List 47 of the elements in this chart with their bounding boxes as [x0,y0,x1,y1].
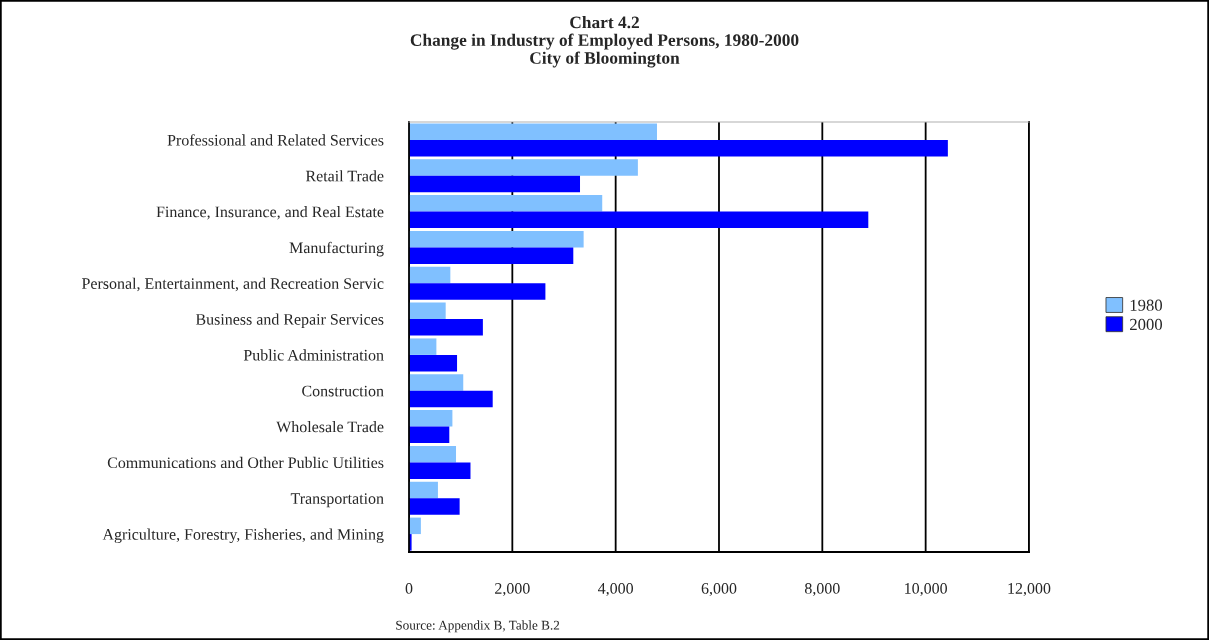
x-tick-label: 8,000 [804,583,840,597]
x-tick-label: 12,000 [1008,583,1051,597]
bar [409,123,657,140]
y-tick-label: Business and Repair Services [195,313,384,329]
legend-label: 1980 [1130,299,1163,311]
x-tick-label: 2,000 [495,583,530,597]
bar [409,338,437,355]
bar [409,266,451,284]
bar [409,302,446,320]
x-tick-label: 0 [405,583,413,594]
bar [409,445,457,463]
bar [409,426,450,444]
bar [409,175,581,193]
y-tick-label: Personal, Entertainment, and Recreation Servic [81,277,384,292]
x-tick-label: 6,000 [701,583,737,597]
bar [409,211,869,229]
chart-title: Chart 4.2 Change in Industry of Employed Persons, 1980-2000 [410,16,799,50]
bar [409,462,471,479]
source-note: Source: Appendix B, Table B.2 [396,620,560,633]
bar [409,498,460,515]
bar [409,247,574,264]
y-tick-label: Public Administration [243,349,384,361]
chart-subtitle: City of Bloomington [530,51,680,68]
bar [409,390,493,408]
y-tick-label: Transportation [290,493,384,508]
y-tick-label: Retail Trade [305,170,384,182]
bar [409,410,453,427]
y-tick-label: Communications and Other Public Utilities [107,456,384,469]
bar [409,159,638,176]
bar [409,481,438,499]
y-tick-label: Construction [302,385,384,397]
bar [409,374,464,391]
legend-label: 2000 [1130,318,1163,331]
bar [409,319,483,336]
y-tick-label: Manufacturing [289,241,384,257]
y-tick-label: Wholesale Trade [276,421,384,433]
bar [409,230,584,248]
y-tick-label: Professional and Related Services [167,134,384,146]
x-tick-label: 4,000 [598,583,634,597]
y-tick-label: Agriculture, Forestry, Fisheries, and Mining [102,528,384,544]
x-tick-label: 10,000 [905,583,947,597]
bar [409,517,421,535]
bar [409,195,603,212]
bar [409,139,948,157]
bar [409,354,458,372]
bar [409,283,546,300]
y-tick-label: Finance, Insurance, and Real Estate [156,206,384,220]
